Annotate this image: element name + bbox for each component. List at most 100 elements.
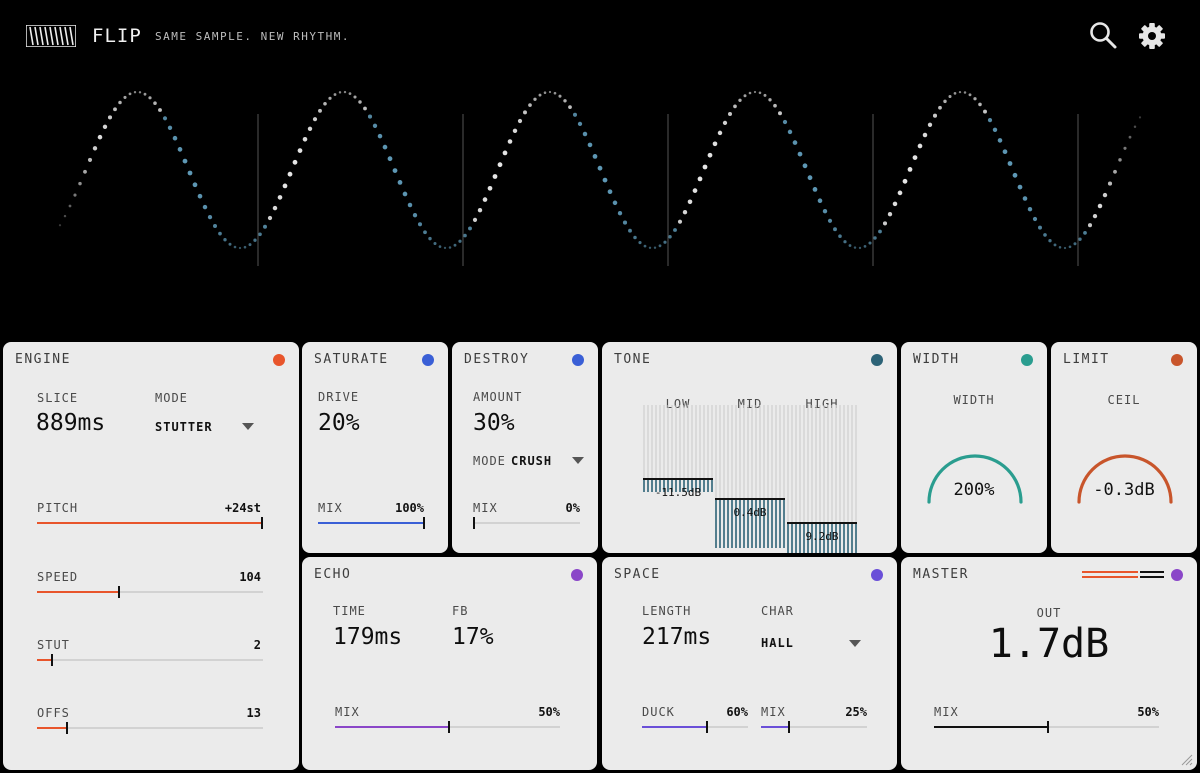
master-mix-slider[interactable] — [934, 721, 1159, 733]
waveform-dot — [1048, 239, 1052, 243]
saturate-mix-slider[interactable] — [318, 517, 425, 529]
chevron-down-icon[interactable] — [242, 423, 254, 430]
destroy-mode-select[interactable]: CRUSH — [511, 454, 553, 468]
waveform-dot — [1107, 181, 1113, 186]
waveform-dot — [238, 246, 242, 250]
waveform-dot — [258, 232, 262, 237]
eq-band-mid[interactable]: MID 0.4dB — [715, 397, 785, 548]
fb-value[interactable]: 17% — [452, 624, 494, 650]
ceil-knob-arc — [1077, 454, 1173, 504]
waveform-dot — [1128, 135, 1132, 139]
eq-band-label: HIGH — [805, 397, 839, 411]
waveform-dot — [797, 151, 803, 157]
waveform-dot — [1043, 233, 1047, 237]
stut-slider-fill — [37, 659, 51, 661]
saturate-mix-value: 100% — [395, 501, 424, 515]
destroy-mix-thumb[interactable] — [473, 517, 475, 529]
chevron-down-icon[interactable] — [572, 457, 584, 464]
stut-slider-thumb[interactable] — [50, 654, 53, 666]
waveform-dot — [1118, 158, 1122, 162]
speed-slider[interactable] — [37, 586, 263, 598]
waveform-dot — [392, 168, 398, 173]
waveform-dot — [382, 144, 388, 150]
echo-mix-slider[interactable] — [335, 721, 560, 733]
limit-indicator[interactable] — [1171, 354, 1183, 366]
waveform-dot — [712, 141, 718, 147]
waveform-dot — [187, 170, 193, 176]
waveform-dot — [162, 116, 168, 121]
out-value[interactable]: 1.7dB — [988, 621, 1110, 667]
pitch-slider-fill — [37, 522, 263, 524]
waveform-dot — [887, 212, 893, 217]
waveform-dot — [153, 101, 157, 105]
waveform-dot — [978, 102, 982, 107]
duck-slider[interactable] — [642, 721, 748, 733]
waveform-dot — [733, 104, 737, 109]
width-value: 200% — [953, 480, 995, 500]
saturate-mix-thumb[interactable] — [423, 517, 425, 529]
waveform-display[interactable] — [0, 70, 1200, 330]
mode-select[interactable]: STUTTER — [155, 420, 213, 434]
tone-indicator[interactable] — [871, 354, 883, 366]
waveform-dot — [402, 191, 408, 197]
waveform-dot — [558, 94, 562, 98]
stut-slider[interactable] — [37, 654, 263, 666]
waveform-dot — [328, 96, 332, 100]
pitch-value: +24st — [224, 501, 261, 515]
slice-value[interactable]: 889ms — [36, 410, 106, 436]
waveform-dot — [148, 96, 152, 100]
drive-value[interactable]: 20% — [318, 410, 360, 436]
waveform-dot — [543, 91, 547, 94]
waveform-dot — [568, 105, 572, 109]
waveform-dot — [907, 167, 913, 172]
waveform-dot — [92, 146, 98, 151]
gear-icon[interactable] — [1137, 21, 1167, 51]
waveform-dot — [333, 93, 337, 96]
waveform-dot — [602, 177, 608, 183]
eq-band-low[interactable]: LOW -11.5dB — [643, 364, 713, 499]
eq-band-high[interactable]: HIGH 9.2dB — [787, 397, 857, 553]
destroy-panel: DESTROY AMOUNT 30% MODE CRUSH MIX 0% — [452, 342, 598, 553]
app-tagline: SAME SAMPLE. NEW RHYTHM. — [155, 30, 350, 43]
waveform-dot — [312, 117, 318, 122]
space-mix-slider[interactable] — [761, 721, 867, 733]
duck-slider-thumb[interactable] — [705, 721, 708, 733]
offs-slider-thumb[interactable] — [66, 722, 69, 734]
search-icon[interactable] — [1088, 20, 1118, 50]
destroy-indicator[interactable] — [572, 354, 584, 366]
width-indicator[interactable] — [1021, 354, 1033, 366]
waveform-dot — [428, 236, 432, 241]
space-mix-thumb[interactable] — [787, 721, 790, 733]
speed-slider-thumb[interactable] — [118, 586, 121, 598]
ceil-knob[interactable] — [1073, 450, 1177, 506]
waveform-dot — [553, 91, 557, 95]
pitch-slider-thumb[interactable] — [261, 517, 263, 529]
echo-indicator[interactable] — [571, 569, 583, 581]
waveform-dot — [833, 227, 837, 232]
space-indicator[interactable] — [871, 569, 883, 581]
offs-slider[interactable] — [37, 722, 263, 734]
length-value[interactable]: 217ms — [642, 624, 712, 650]
waveform-dot — [1083, 231, 1087, 235]
pitch-slider[interactable] — [37, 517, 263, 529]
engine-indicator[interactable] — [273, 354, 285, 366]
chevron-down-icon[interactable] — [849, 640, 861, 647]
width-knob[interactable] — [923, 450, 1027, 506]
destroy-title: DESTROY — [464, 352, 530, 367]
waveform-dot — [272, 205, 278, 211]
duck-value: 60% — [726, 705, 748, 719]
destroy-mix-slider[interactable] — [473, 517, 580, 529]
master-mix-thumb[interactable] — [1046, 721, 1049, 733]
time-value[interactable]: 179ms — [333, 624, 403, 650]
master-indicator[interactable] — [1171, 569, 1183, 581]
saturate-indicator[interactable] — [422, 354, 434, 366]
char-select[interactable]: HALL — [761, 636, 794, 650]
destroy-mix-value: 0% — [565, 501, 580, 515]
amount-value[interactable]: 30% — [473, 410, 515, 436]
resize-handle-icon[interactable] — [1179, 752, 1193, 766]
waveform-dot — [102, 124, 108, 129]
echo-mix-label: MIX — [335, 705, 360, 719]
echo-mix-thumb[interactable] — [447, 721, 450, 733]
waveform-dot — [853, 246, 857, 249]
waveform-dot — [932, 113, 938, 118]
